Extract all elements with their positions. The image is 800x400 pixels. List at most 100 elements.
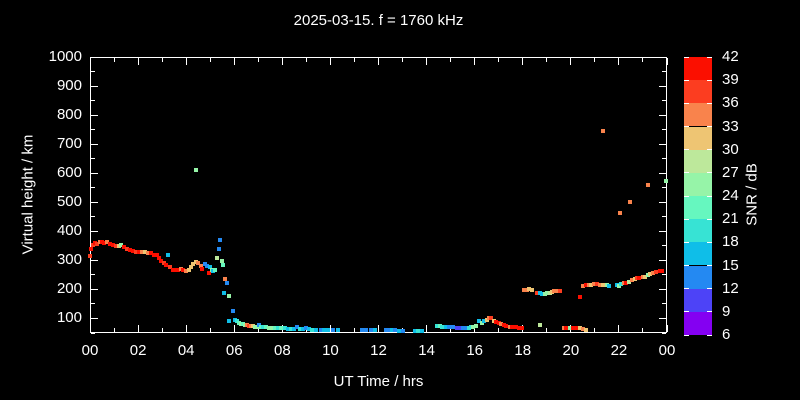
data-point	[170, 267, 175, 272]
data-point	[121, 245, 126, 250]
data-point	[127, 247, 132, 252]
x-major-tick-top	[89, 58, 91, 65]
x-minor-tick	[353, 328, 355, 332]
y-tick-label: 100	[56, 309, 82, 327]
data-point	[634, 276, 639, 281]
x-major-tick-top	[474, 58, 476, 65]
data-point	[304, 325, 309, 330]
y-major-tick	[91, 114, 98, 116]
data-point	[90, 243, 95, 248]
data-point	[191, 261, 196, 266]
chart-title: 2025-03-15. f = 1760 kHz	[293, 12, 464, 29]
y-minor-tick	[91, 129, 95, 131]
data-point	[583, 283, 588, 288]
y-major-tick-right	[659, 143, 666, 145]
data-point	[102, 240, 107, 245]
data-point	[322, 327, 327, 332]
colorbar-tick-left	[684, 149, 689, 151]
data-point	[178, 266, 183, 271]
data-point	[504, 324, 509, 329]
data-point	[372, 328, 377, 333]
y-tick-label: 800	[56, 106, 82, 124]
x-tick-label: 10	[322, 342, 339, 359]
data-point	[547, 290, 552, 295]
data-point	[359, 328, 364, 333]
y-minor-tick-right	[662, 100, 666, 102]
x-minor-tick-top	[209, 58, 211, 62]
data-point	[267, 325, 272, 330]
colorbar-tick-label: 18	[722, 233, 739, 251]
colorbar-tick-left	[684, 172, 689, 174]
data-point	[199, 266, 204, 271]
x-tick-label: 14	[418, 342, 435, 359]
colorbar-tick-left	[684, 311, 689, 313]
data-point	[645, 272, 650, 277]
y-major-tick	[91, 201, 98, 203]
data-point	[664, 179, 669, 184]
colorbar-tick-right	[707, 79, 712, 81]
colorbar-tick-label: 6	[722, 326, 731, 343]
data-point	[300, 327, 305, 332]
colorbar-tick-label: 9	[722, 302, 731, 320]
x-minor-tick	[257, 328, 259, 332]
data-point	[645, 182, 650, 187]
data-point	[282, 326, 287, 331]
data-point	[487, 315, 492, 320]
y-major-tick-right	[659, 288, 666, 290]
data-point	[530, 287, 535, 292]
colorbar-segment	[684, 288, 712, 312]
data-point	[412, 328, 417, 333]
data-point	[257, 322, 262, 327]
data-point	[369, 328, 374, 333]
colorbar-tick-left	[684, 218, 689, 220]
data-point	[524, 287, 529, 292]
data-point	[578, 295, 583, 300]
x-minor-tick	[161, 328, 163, 332]
colorbar-segment	[684, 219, 712, 243]
data-point	[657, 268, 662, 273]
y-minor-tick	[91, 71, 95, 73]
x-major-tick	[137, 325, 139, 332]
data-point	[482, 319, 487, 324]
y-major-tick	[91, 288, 98, 290]
data-point	[484, 317, 489, 322]
data-point	[161, 261, 166, 266]
data-point	[648, 272, 653, 277]
data-point	[88, 253, 93, 258]
data-point	[261, 325, 266, 330]
data-point	[383, 328, 388, 333]
colorbar-segment	[684, 103, 712, 127]
x-tick-label: 22	[610, 342, 628, 359]
colorbar-tick-left	[684, 126, 689, 127]
data-point	[318, 327, 323, 332]
y-tick-label: 200	[56, 280, 82, 298]
x-minor-tick-top	[594, 58, 596, 62]
y-minor-tick-right	[662, 303, 666, 305]
data-point	[207, 270, 211, 275]
data-point	[159, 258, 164, 263]
data-point	[306, 327, 311, 332]
data-point	[564, 326, 569, 331]
data-point	[313, 327, 318, 332]
y-minor-tick-right	[662, 71, 666, 73]
x-tick-label: 16	[466, 342, 483, 359]
data-point	[181, 268, 186, 273]
data-point	[643, 274, 648, 279]
data-point	[236, 320, 241, 325]
x-major-tick-top	[281, 58, 283, 65]
data-point	[589, 282, 594, 287]
data-point	[217, 247, 222, 252]
x-major-tick	[426, 325, 428, 332]
data-point	[469, 325, 474, 330]
colorbar-tick-right	[707, 172, 712, 174]
colorbar-segment	[684, 57, 712, 81]
colorbar-tick-left	[684, 241, 689, 243]
y-major-tick	[91, 56, 98, 58]
data-point	[619, 282, 624, 287]
y-minor-tick	[91, 274, 95, 276]
data-point	[285, 326, 290, 331]
data-point	[557, 288, 562, 293]
data-point	[273, 326, 278, 331]
data-point	[207, 265, 212, 270]
